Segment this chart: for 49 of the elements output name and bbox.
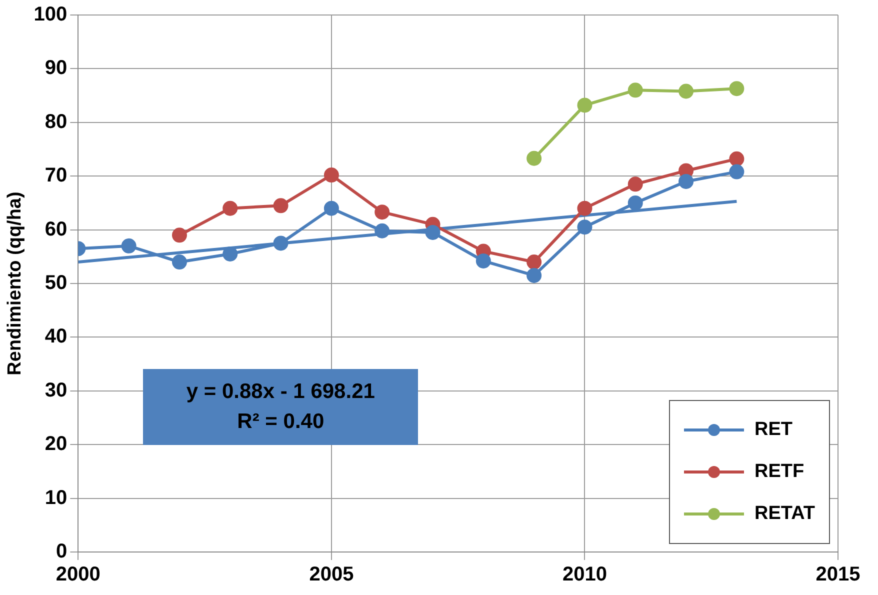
legend-label: RETF [754, 461, 804, 483]
y-axis-title: Rendimiento (qq/ha) [4, 192, 26, 376]
point [273, 236, 288, 251]
point [324, 200, 339, 216]
point [729, 81, 744, 96]
point [222, 200, 238, 216]
point [172, 254, 187, 270]
point [628, 195, 643, 210]
x-tick-label: 2015 [816, 564, 860, 586]
y-tick-label: 40 [44, 326, 68, 348]
y-tick-label: 50 [44, 272, 68, 294]
point [678, 84, 694, 99]
point [577, 220, 592, 235]
point [374, 223, 390, 238]
y-tick-label: 20 [44, 433, 68, 456]
point [222, 246, 238, 262]
legend-label: RETAT [754, 503, 815, 525]
y-tick-label: 0 [56, 540, 68, 563]
point [476, 253, 491, 268]
point [729, 164, 744, 180]
point [324, 168, 339, 183]
point [526, 150, 542, 166]
annotation: y = 0.88x - 1 698.21 [185, 379, 376, 406]
label-box: y = 0.88x - 1 698.21 R² = 0.40 [143, 369, 418, 446]
point [577, 98, 592, 113]
point [729, 151, 744, 166]
y-tick-label: 100 [34, 4, 68, 26]
point [526, 268, 542, 283]
x-tick-label: 2005 [309, 564, 354, 586]
annotation: R² = 0.40 [236, 409, 326, 436]
y-tick-label: 60 [44, 218, 68, 240]
point [526, 254, 542, 270]
point [628, 176, 643, 192]
point [577, 200, 592, 216]
y-tick-label: 70 [44, 164, 68, 187]
y-tick-label: 80 [44, 110, 68, 133]
x-tick-label: 2000 [56, 564, 100, 586]
point [121, 238, 136, 254]
point [678, 174, 694, 189]
y-tick-label: 90 [44, 57, 68, 80]
point [273, 198, 288, 214]
point [172, 228, 187, 243]
point [425, 224, 440, 240]
x-tick-label: 2010 [562, 564, 607, 586]
y-tick-label: 30 [44, 379, 68, 402]
point [374, 204, 390, 220]
y-tick-label: 10 [44, 486, 68, 509]
legend-label: RET [754, 419, 792, 441]
point [628, 82, 643, 98]
